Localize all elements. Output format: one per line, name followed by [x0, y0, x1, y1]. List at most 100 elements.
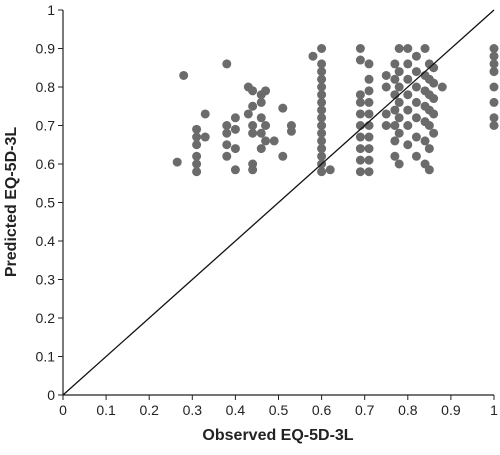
point — [411, 82, 421, 92]
point — [248, 86, 258, 96]
point — [325, 165, 335, 175]
point — [317, 121, 327, 130]
point — [394, 113, 404, 123]
point — [355, 109, 365, 119]
point — [390, 59, 400, 69]
point — [489, 97, 499, 107]
x-tick-label: 0.1 — [96, 402, 116, 418]
point — [278, 103, 288, 113]
point — [308, 51, 318, 61]
point — [317, 167, 327, 177]
y-tick-label: 0.9 — [36, 41, 56, 57]
point — [317, 44, 327, 53]
point — [230, 165, 240, 175]
point — [381, 70, 391, 80]
point — [230, 113, 240, 123]
point — [317, 74, 327, 84]
point — [489, 59, 499, 69]
x-tick-label: 0.5 — [269, 402, 289, 418]
point — [364, 144, 374, 154]
point — [222, 128, 232, 138]
y-tick-label: 0.6 — [36, 156, 56, 172]
point — [317, 90, 327, 100]
y-tick-label: 0.2 — [36, 310, 56, 326]
point — [420, 136, 430, 146]
point — [429, 78, 439, 88]
point — [256, 144, 266, 154]
point — [489, 51, 499, 61]
point — [381, 82, 391, 92]
point — [489, 113, 499, 123]
point — [317, 97, 327, 107]
point — [317, 113, 327, 123]
point — [381, 109, 391, 119]
point — [192, 159, 202, 169]
point — [394, 67, 404, 77]
point — [390, 121, 400, 130]
point — [179, 70, 189, 80]
x-tick-label: 0.2 — [139, 402, 159, 418]
point — [355, 97, 365, 107]
point — [364, 59, 374, 69]
point — [248, 121, 258, 130]
point — [192, 132, 202, 142]
y-tick-label: 0.8 — [36, 79, 56, 95]
point — [403, 59, 413, 69]
point — [200, 132, 210, 142]
point — [411, 132, 421, 142]
point — [355, 155, 365, 165]
point — [222, 59, 232, 69]
point — [261, 86, 271, 96]
point — [390, 105, 400, 115]
point — [364, 155, 374, 165]
point — [403, 121, 413, 130]
point — [256, 113, 266, 123]
point — [248, 165, 258, 175]
point — [424, 144, 434, 154]
point — [317, 151, 327, 161]
point — [489, 67, 499, 77]
point — [403, 44, 413, 53]
point — [355, 144, 365, 154]
diagonal-line — [62, 9, 495, 396]
point — [256, 97, 266, 107]
point — [429, 128, 439, 138]
x-tick-label: 0.4 — [226, 402, 246, 418]
point — [403, 105, 413, 115]
point — [222, 121, 232, 130]
x-tick-label: 0.9 — [441, 402, 461, 418]
point — [394, 97, 404, 107]
point — [230, 124, 240, 134]
point — [317, 136, 327, 146]
x-tick-label: 0.6 — [312, 402, 332, 418]
point — [489, 44, 499, 53]
point — [364, 74, 374, 84]
point — [355, 44, 365, 53]
point — [403, 140, 413, 150]
point — [429, 94, 439, 104]
point — [411, 67, 421, 77]
point — [172, 157, 182, 167]
point — [222, 140, 232, 150]
point — [424, 121, 434, 130]
point — [411, 151, 421, 161]
point — [364, 132, 374, 142]
point — [424, 165, 434, 175]
x-axis-title: Observed EQ-5D-3L — [202, 427, 353, 444]
x-tick-label: 1 — [490, 402, 498, 418]
point — [317, 128, 327, 138]
x-tick-label: 0 — [59, 402, 67, 418]
point — [364, 86, 374, 96]
point — [317, 82, 327, 92]
point — [192, 151, 202, 161]
point — [394, 44, 404, 53]
point — [394, 128, 404, 138]
point — [411, 97, 421, 107]
point — [390, 74, 400, 84]
point — [278, 151, 288, 161]
point — [317, 144, 327, 154]
x-tick-label: 0.7 — [355, 402, 375, 418]
point — [411, 113, 421, 123]
